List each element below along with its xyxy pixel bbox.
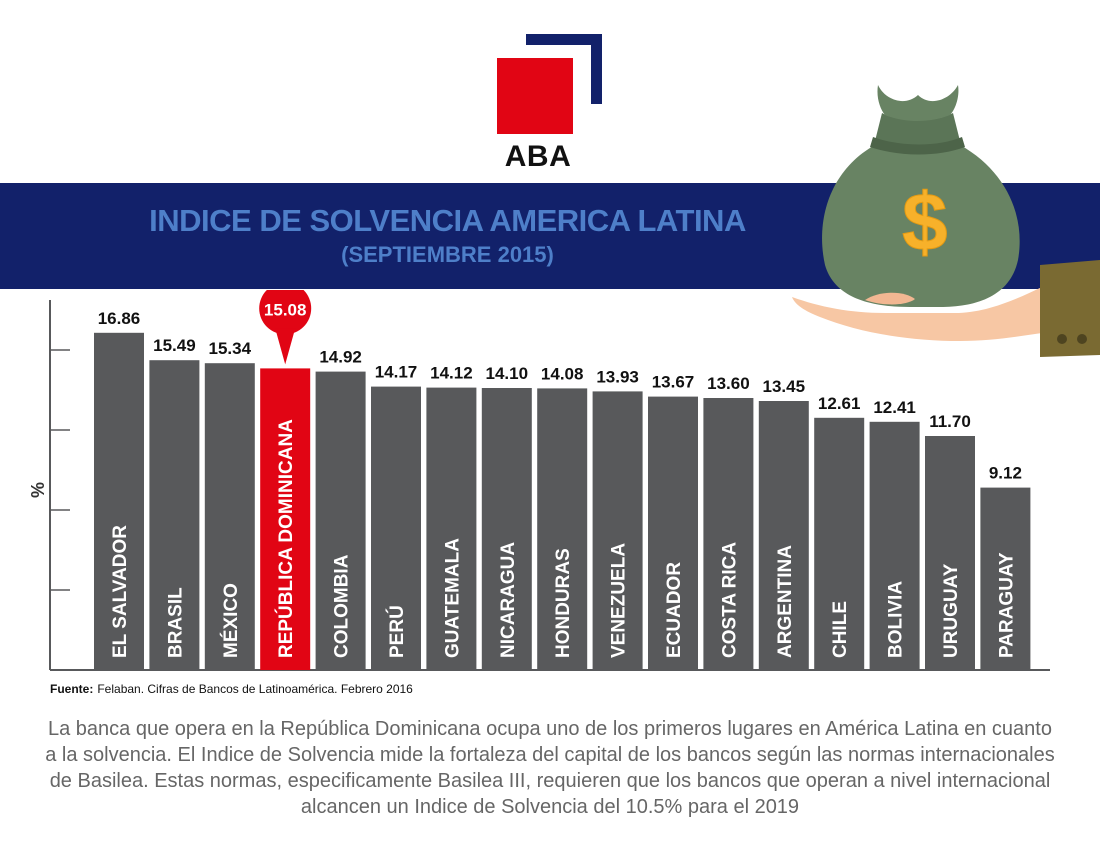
sleeve <box>1040 260 1100 357</box>
value-label: 14.12 <box>430 364 473 383</box>
description-text: La banca que opera en la República Domin… <box>45 718 1055 818</box>
category-label: ARGENTINA <box>775 545 796 658</box>
bar-chile <box>814 417 865 670</box>
category-label: VENEZUELA <box>609 543 630 658</box>
value-label: 12.41 <box>873 398 916 417</box>
value-label: 15.34 <box>209 339 252 358</box>
category-label: EL SALVADOR <box>110 525 131 658</box>
money-bag-tie <box>870 137 965 155</box>
y-axis-label: % <box>28 482 48 498</box>
bar-uruguay <box>925 436 975 670</box>
value-label: 13.67 <box>652 373 695 392</box>
category-label: CHILE <box>830 601 851 658</box>
money-bag-body <box>822 145 1020 307</box>
category-label: PERÚ <box>386 605 408 658</box>
bar-ecuador <box>648 396 698 670</box>
logo-navy-bracket <box>526 34 602 104</box>
value-label: 15.49 <box>153 336 196 355</box>
bar-argentina <box>758 401 809 670</box>
value-label: 14.92 <box>319 348 362 367</box>
value-label: 9.12 <box>989 464 1022 483</box>
source-note: Fuente: Felaban. Cifras de Bancos de Lati… <box>50 682 413 696</box>
bar-paraguay <box>980 487 1031 670</box>
value-label: 15.08 <box>264 300 307 319</box>
bar-honduras <box>537 388 588 670</box>
value-label: 12.61 <box>818 394 861 413</box>
category-label: COLOMBIA <box>332 554 353 658</box>
value-label: 14.17 <box>375 363 418 382</box>
sleeve-button <box>1057 334 1067 344</box>
hand-thumb <box>865 292 915 305</box>
money-bag-in-hand-icon: $ <box>792 85 1100 357</box>
money-bag-top <box>877 85 959 121</box>
source-text: Felaban. Cifras de Bancos de Latinoaméri… <box>97 682 413 696</box>
value-label: 13.45 <box>763 377 806 396</box>
category-label: HONDURAS <box>553 548 574 658</box>
bar-méxico <box>204 363 255 670</box>
category-label: PARAGUAY <box>996 552 1017 658</box>
sleeve-button <box>1077 334 1087 344</box>
bar-costa-rica <box>703 398 754 670</box>
bar-brasil <box>149 360 200 670</box>
value-label: 16.86 <box>98 309 141 328</box>
category-label: URUGUAY <box>941 563 962 658</box>
bar-perú <box>371 386 421 670</box>
bar-guatemala <box>426 387 477 670</box>
category-label: MÉXICO <box>220 583 242 658</box>
logo-red-square <box>497 58 573 134</box>
category-label: NICARAGUA <box>498 542 519 658</box>
chart-title: INDICE DE SOLVENCIA AMERICA LATINA <box>149 203 746 238</box>
category-label: COSTA RICA <box>719 542 740 658</box>
hand-palm <box>792 287 1042 341</box>
value-label: 11.70 <box>929 412 971 431</box>
category-label: BOLIVIA <box>886 581 907 658</box>
bar-república-dominicana <box>260 368 311 670</box>
category-label: ECUADOR <box>664 562 685 658</box>
dollar-symbol: $ <box>902 177 948 268</box>
money-bag-neck <box>875 113 960 149</box>
highlight-marker <box>259 290 312 335</box>
bar-colombia <box>315 371 366 670</box>
bar-venezuela <box>592 391 643 670</box>
aba-logo <box>497 34 602 134</box>
category-label: BRASIL <box>165 587 186 658</box>
category-label: GUATEMALA <box>442 538 463 658</box>
source-label: Fuente: <box>50 682 94 696</box>
bar-bolivia <box>869 421 920 670</box>
bar-el-salvador <box>94 332 144 670</box>
value-label: 13.93 <box>596 367 639 386</box>
category-label: REPÚBLICA DOMINICANA <box>275 419 297 658</box>
chart-subtitle: (SEPTIEMBRE 2015) <box>341 242 554 267</box>
highlight-marker-pointer <box>275 328 296 365</box>
value-label: 14.08 <box>541 364 584 383</box>
bar-nicaragua <box>481 388 532 670</box>
value-label: 13.60 <box>707 374 750 393</box>
value-label: 14.10 <box>486 364 529 383</box>
logo-text: ABA <box>504 140 572 173</box>
bar-chart: % EL SALVADOR 16.86 BRASIL 15.49 MÉXICO 15.34 R… <box>28 290 1050 671</box>
